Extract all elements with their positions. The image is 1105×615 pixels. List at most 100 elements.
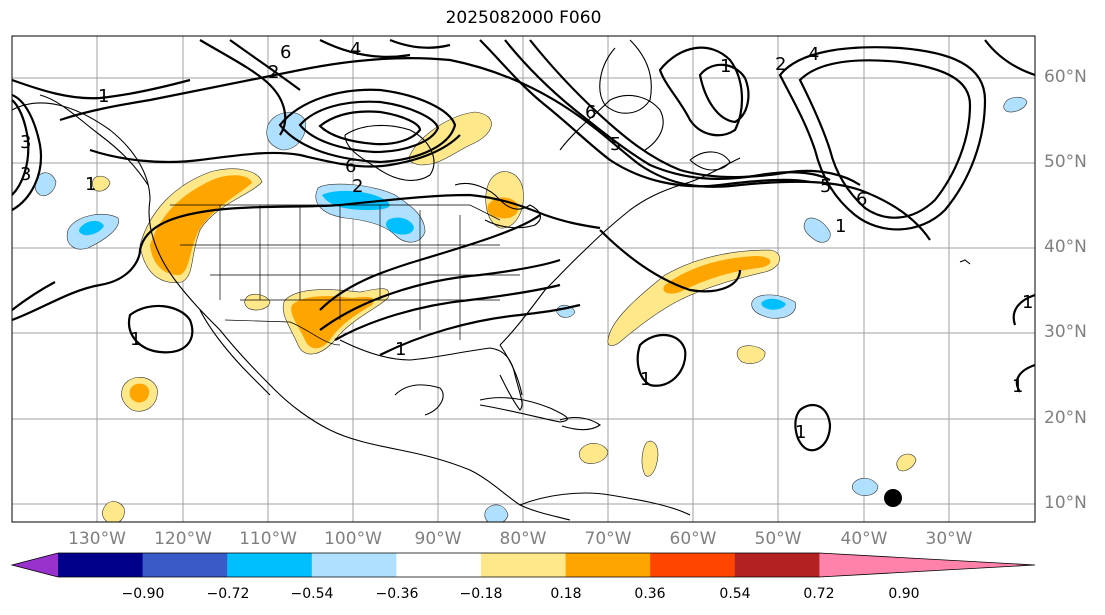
colorbar-segment [396,553,482,577]
colorbar-segment [58,553,144,577]
colorbar-segment [734,553,820,577]
contour-lines [12,38,1035,452]
contour-value-label: 1 [130,329,141,350]
map-frame [11,35,1036,523]
contour-value-label: 2 [268,62,279,83]
negative-anomaly-core [79,220,104,236]
greenland [599,39,652,114]
negative-anomaly-area [1003,96,1028,113]
contour-value-label: 6 [856,189,867,210]
contour-value-label: 1 [85,174,96,195]
great-lakes [454,182,541,229]
lat-label-60n: 60°N [1044,67,1087,87]
colorbar-tick-label: −0.54 [290,586,334,602]
contour-value-label: 3 [20,132,31,153]
positive-anomaly-area [607,249,780,346]
lon-label-130w: 130°W [68,529,126,549]
positive-anomaly-core [129,383,150,403]
contour-line [127,304,194,354]
contour-value-label: 4 [350,39,361,60]
contour-value-label: 6 [345,156,356,177]
positive-anomaly-area [578,443,609,464]
us-canada-border [170,204,501,221]
newfoundland [689,151,731,171]
contour-line [12,281,56,311]
positive-anomaly-area [641,440,659,477]
contour-value-label: 2 [775,54,786,75]
contour-line [319,214,541,311]
contour-line [479,39,811,188]
contour-value-label: 1 [98,86,109,107]
contour-line [984,39,1035,77]
contour-line [12,193,601,322]
contour-value-label: 4 [808,44,819,65]
contour-value-label: 1 [795,422,806,443]
positive-anomaly-area [896,453,917,472]
contour-value-label: 6 [280,42,291,63]
negative-anomaly-area [803,217,831,243]
colorbar-tick-label: 0.90 [888,586,920,602]
labrador [559,95,664,151]
colorbar-segment [565,553,651,577]
contour-value-label: 3 [20,164,31,185]
lon-label-60w: 60°W [669,529,717,549]
lon-label-40w: 40°W [840,529,888,549]
storm-center-marker [884,489,902,507]
south-america [519,492,691,516]
lon-label-110w: 110°W [239,529,297,549]
lon-label-50w: 50°W [754,529,802,549]
contour-line [636,333,687,387]
colorbar-outline [10,552,1036,578]
lon-label-80w: 80°W [499,529,547,549]
contour-line [599,229,742,293]
contour-line [298,100,440,154]
cuba [479,397,568,423]
contour-line [698,63,750,124]
florida [499,344,523,396]
contour-value-label: 5 [820,176,831,197]
colorbar-tick-label: 0.72 [803,586,835,602]
map-title: 2025082000 F060 [445,8,602,28]
contour-value-label: 1 [1022,292,1033,313]
contour-line [1012,293,1035,326]
contour-line [529,39,861,186]
colorbar-segment [481,553,567,577]
contour-line [229,39,301,91]
colorbar-segment [227,553,313,577]
us-mexico-border [224,319,341,346]
contour-line [1015,363,1035,393]
east-coast [499,157,741,346]
lat-label-20n: 20°N [1044,408,1087,428]
contour-value-label: 2 [352,176,363,197]
colorbar-tick-label: −0.18 [459,586,503,602]
contour-line [658,46,744,137]
colorbar-segment [142,553,228,577]
colorbar-segment [311,553,397,577]
positive-anomaly-core [663,256,771,294]
colorbar [10,552,1036,578]
coastlines [12,39,971,521]
lat-label-40n: 40°N [1044,237,1087,257]
colorbar-extend-max [819,553,1035,577]
gulf-coast [339,339,523,411]
contour-value-label: 5 [610,134,621,155]
contour-line [319,39,411,58]
gridlines [12,36,1035,522]
contour-line [334,283,561,341]
contour-line [319,258,561,331]
contour-line [12,93,43,211]
azores [959,259,971,265]
contour-line [59,56,931,241]
contour-line [379,303,581,356]
positive-anomaly-area [92,175,111,192]
contour-line [389,38,451,49]
north-america-west-coast [12,102,571,521]
lon-label-100w: 100°W [324,529,382,549]
contour-value-label: 6 [585,102,596,123]
lat-label-30n: 30°N [1044,322,1087,342]
colorbar-tick-label: −0.90 [121,586,165,602]
colorbar-tick-label: −0.72 [206,586,250,602]
contour-line [798,59,972,219]
colorbar-tick-label: −0.36 [375,586,419,602]
